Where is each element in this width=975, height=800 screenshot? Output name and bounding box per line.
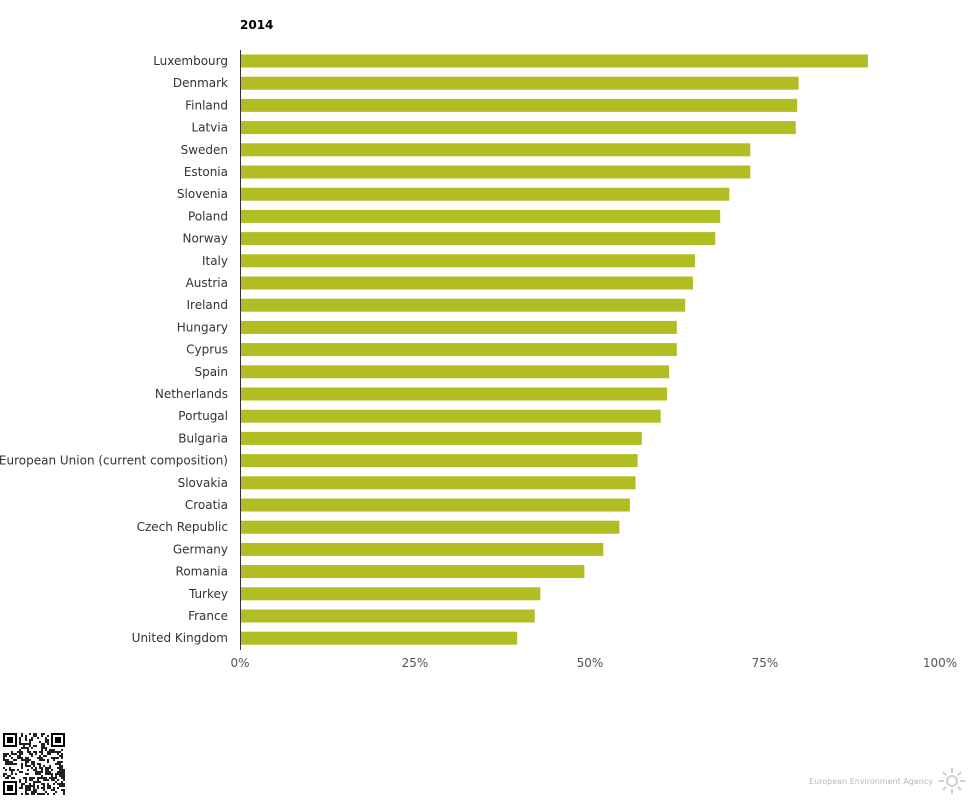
category-label: Germany xyxy=(173,542,228,556)
category-label: Poland xyxy=(188,209,228,223)
bar xyxy=(240,542,604,556)
bar xyxy=(240,121,796,135)
bar xyxy=(240,454,638,468)
bar xyxy=(240,365,670,379)
bar xyxy=(240,631,518,645)
bar xyxy=(240,498,630,512)
category-label: Finland xyxy=(185,98,228,112)
category-label: France xyxy=(188,609,228,623)
bar xyxy=(240,520,620,534)
category-label: Czech Republic xyxy=(137,520,228,534)
category-label: Estonia xyxy=(184,165,228,179)
bars-group xyxy=(240,54,868,645)
x-tick-label: 25% xyxy=(402,656,429,670)
bar-chart: 2014 Luxembourg Denmark Finland Latvia Swede… xyxy=(0,18,957,670)
bar xyxy=(240,254,695,268)
category-label: Croatia xyxy=(185,498,228,512)
category-label: Luxembourg xyxy=(153,54,228,68)
category-label: Slovakia xyxy=(178,476,228,490)
category-label: Netherlands xyxy=(155,387,228,401)
agency-name: European Environment Agency xyxy=(809,776,933,786)
category-label: Cyprus xyxy=(186,343,228,357)
bar xyxy=(240,565,585,579)
bar xyxy=(240,143,751,157)
category-label: Norway xyxy=(182,232,228,246)
x-tick-label: 50% xyxy=(577,656,604,670)
category-label: Ireland xyxy=(186,298,228,312)
category-labels: Luxembourg Denmark Finland Latvia Sweden Esto… xyxy=(0,54,228,645)
category-label: Turkey xyxy=(188,587,228,601)
category-label: Bulgaria xyxy=(178,431,228,445)
bar xyxy=(240,476,636,490)
x-tick-label: 75% xyxy=(752,656,779,670)
bar xyxy=(240,387,667,401)
category-label: Romania xyxy=(176,565,228,579)
qr-code-icon xyxy=(3,733,65,795)
bar xyxy=(240,187,730,201)
bar xyxy=(240,431,642,445)
category-label: United Kingdom xyxy=(132,631,228,645)
category-label: Denmark xyxy=(173,76,228,90)
category-label: Austria xyxy=(186,276,228,290)
bar xyxy=(240,587,541,601)
bar xyxy=(240,320,677,334)
bar xyxy=(240,409,661,423)
category-label: European Union (current composition) xyxy=(0,454,228,468)
sun-burst-icon xyxy=(939,768,965,794)
bar xyxy=(240,609,535,623)
bar xyxy=(240,76,799,90)
bar xyxy=(240,165,751,179)
category-label: Sweden xyxy=(181,143,228,157)
bar xyxy=(240,54,868,68)
bar xyxy=(240,276,693,290)
bar xyxy=(240,232,716,246)
category-label: Latvia xyxy=(191,121,228,135)
chart-title: 2014 xyxy=(240,18,273,32)
x-tick-labels: 0% 25% 50% 75% 100% xyxy=(230,656,957,670)
category-label: Portugal xyxy=(178,409,228,423)
bar xyxy=(240,298,686,312)
agency-branding: European Environment Agency xyxy=(809,766,967,796)
category-label: Spain xyxy=(194,365,228,379)
x-tick-label: 100% xyxy=(923,656,957,670)
bar xyxy=(240,209,721,223)
bar xyxy=(240,98,798,112)
category-label: Hungary xyxy=(177,320,228,334)
category-label: Slovenia xyxy=(177,187,228,201)
x-tick-label: 0% xyxy=(230,656,249,670)
bar xyxy=(240,343,677,357)
category-label: Italy xyxy=(202,254,228,268)
